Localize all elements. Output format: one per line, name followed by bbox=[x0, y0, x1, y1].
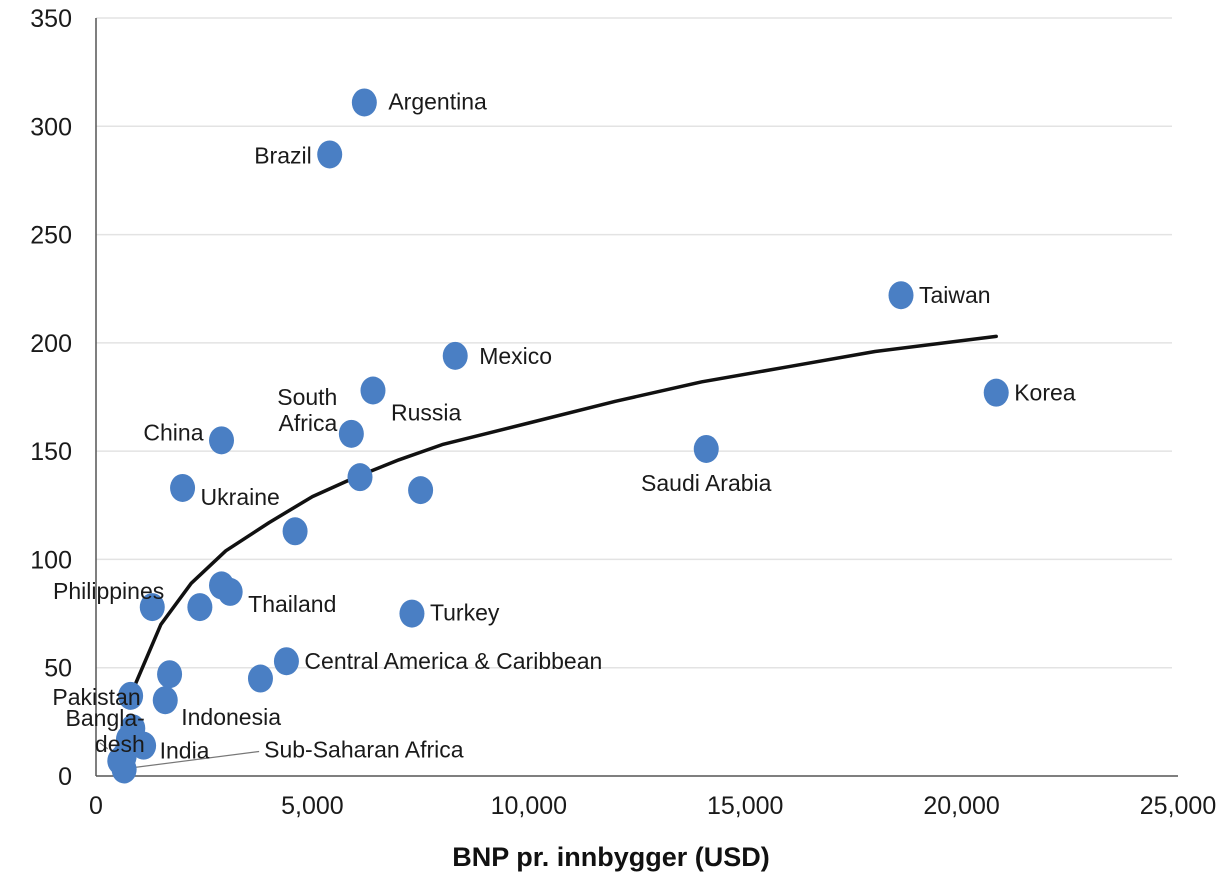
x-axis-title: BNP pr. innbygger (USD) bbox=[452, 842, 770, 872]
y-tick-label: 50 bbox=[44, 655, 72, 683]
x-tick-label: 5,000 bbox=[281, 792, 344, 820]
x-tick-label: 10,000 bbox=[491, 792, 567, 820]
data-point bbox=[693, 434, 719, 463]
y-tick-label: 0 bbox=[58, 763, 72, 791]
data-point bbox=[111, 755, 137, 784]
point-label: South Africa bbox=[277, 384, 337, 436]
point-label: Russia bbox=[391, 400, 462, 426]
point-label: Saudi Arabia bbox=[641, 470, 772, 496]
leader-lines bbox=[99, 742, 260, 769]
data-point bbox=[139, 593, 165, 622]
data-point bbox=[282, 517, 308, 546]
point-label: Thailand bbox=[248, 591, 336, 617]
point-label: Turkey bbox=[430, 600, 500, 626]
data-point bbox=[360, 376, 386, 405]
point-label: Brazil bbox=[254, 142, 312, 168]
x-tick-labels: 0 5,000 10,000 15,000 20,000 25,000 bbox=[89, 792, 1216, 820]
data-point bbox=[317, 140, 343, 169]
y-tick-label: 200 bbox=[30, 330, 72, 358]
y-tick-label: 350 bbox=[30, 5, 72, 33]
point-labels: Argentina Brazil Taiwan Mexico Russia Korea So… bbox=[52, 88, 1075, 763]
point-label: Sub-Saharan Africa bbox=[264, 737, 464, 763]
y-tick-labels: 0 50 100 150 200 250 300 350 bbox=[30, 5, 72, 791]
leader-line bbox=[134, 750, 260, 769]
y-tick-label: 150 bbox=[30, 438, 72, 466]
trend-line bbox=[133, 334, 998, 687]
grid-lines bbox=[96, 17, 1172, 669]
point-label: Indonesia bbox=[181, 704, 281, 730]
point-label: Ukraine bbox=[201, 484, 280, 510]
data-point bbox=[152, 686, 178, 715]
data-point bbox=[247, 664, 273, 693]
y-tick-label: 250 bbox=[30, 222, 72, 250]
data-point bbox=[209, 426, 235, 455]
leader-line bbox=[99, 742, 109, 750]
x-tick-label: 0 bbox=[89, 792, 103, 820]
data-point bbox=[157, 660, 183, 689]
data-point bbox=[983, 378, 1009, 407]
x-tick-label: 20,000 bbox=[923, 792, 999, 820]
data-point bbox=[187, 593, 213, 622]
point-label: Korea bbox=[1014, 380, 1076, 406]
point-label: Central America & Caribbean bbox=[304, 648, 602, 674]
data-point bbox=[131, 731, 157, 760]
point-label: Mexico bbox=[479, 343, 552, 369]
data-point bbox=[217, 577, 243, 606]
y-tick-label: 100 bbox=[30, 546, 72, 574]
data-point bbox=[351, 88, 377, 117]
point-label: Philippines bbox=[53, 578, 164, 604]
point-label: Bangla-desh bbox=[66, 705, 145, 757]
point-label: India bbox=[160, 738, 210, 764]
x-tick-label: 25,000 bbox=[1140, 792, 1216, 820]
data-points bbox=[107, 88, 1009, 784]
data-point bbox=[408, 476, 434, 505]
point-label: Argentina bbox=[388, 88, 487, 114]
data-point bbox=[347, 463, 373, 492]
point-label: China bbox=[143, 419, 203, 445]
data-point bbox=[442, 341, 468, 370]
data-point bbox=[888, 281, 914, 310]
data-point bbox=[118, 681, 144, 710]
y-tick-label: 300 bbox=[30, 113, 72, 141]
x-tick-label: 15,000 bbox=[707, 792, 783, 820]
data-point bbox=[170, 473, 196, 502]
data-point bbox=[399, 599, 425, 628]
data-point bbox=[273, 647, 299, 676]
point-label: Taiwan bbox=[919, 282, 991, 308]
data-point bbox=[338, 419, 364, 448]
point-label: Pakistan bbox=[52, 684, 140, 710]
